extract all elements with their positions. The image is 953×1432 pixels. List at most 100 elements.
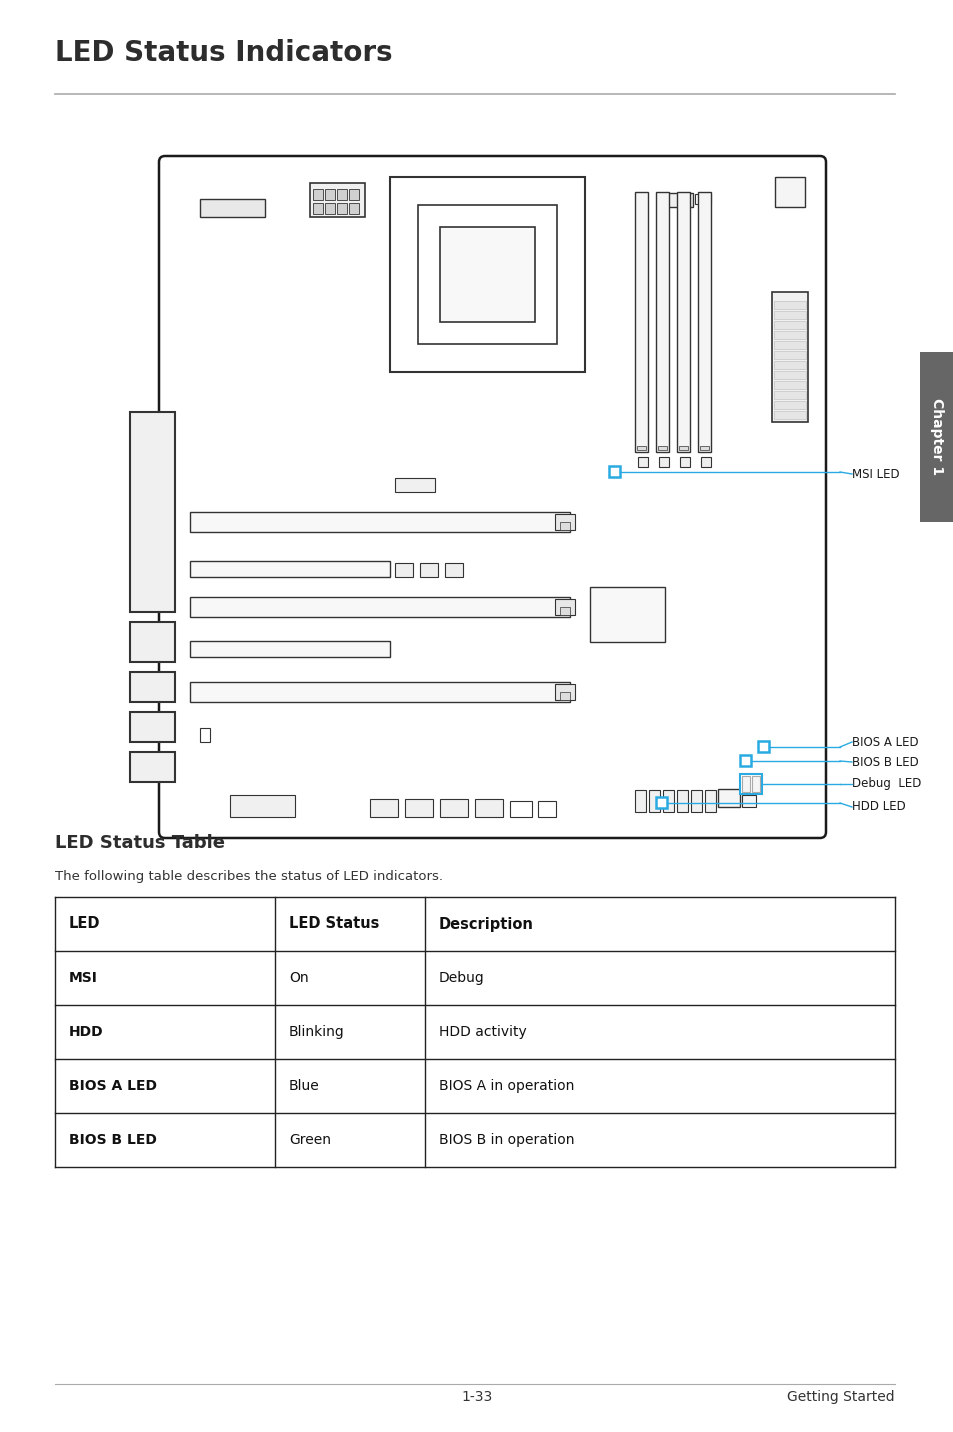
Bar: [370, 799, 397, 818]
Text: Debug  LED: Debug LED: [851, 778, 921, 790]
Bar: [130, 412, 174, 611]
Bar: [919, 352, 953, 523]
Bar: [439, 228, 535, 322]
Bar: [635, 790, 645, 812]
Bar: [751, 776, 760, 792]
Bar: [773, 411, 805, 420]
Bar: [349, 203, 358, 213]
Bar: [390, 178, 584, 372]
Text: BIOS B LED: BIOS B LED: [851, 756, 918, 769]
Bar: [773, 361, 805, 369]
Bar: [230, 795, 294, 818]
Bar: [773, 331, 805, 339]
Bar: [559, 607, 569, 614]
Bar: [190, 513, 569, 533]
Bar: [417, 205, 557, 344]
Bar: [658, 445, 666, 450]
Bar: [679, 457, 689, 467]
Text: 1-33: 1-33: [461, 1390, 492, 1403]
Circle shape: [397, 185, 417, 205]
Bar: [130, 752, 174, 782]
Bar: [349, 189, 358, 200]
Bar: [718, 789, 740, 808]
Bar: [310, 183, 365, 218]
Bar: [589, 587, 664, 642]
Text: Description: Description: [438, 916, 534, 931]
Bar: [648, 790, 659, 812]
Bar: [336, 189, 347, 200]
Bar: [200, 727, 210, 742]
Text: LED: LED: [69, 916, 100, 931]
Text: BIOS A LED: BIOS A LED: [851, 736, 918, 749]
Bar: [190, 682, 569, 702]
Text: Blue: Blue: [289, 1078, 319, 1093]
Bar: [656, 798, 666, 808]
Bar: [700, 457, 710, 467]
Text: The following table describes the status of LED indicators.: The following table describes the status…: [55, 871, 442, 884]
Bar: [637, 445, 645, 450]
Text: Chapter 1: Chapter 1: [929, 398, 943, 475]
Text: Getting Started: Getting Started: [786, 1390, 894, 1403]
Bar: [395, 563, 413, 577]
Bar: [555, 514, 575, 530]
Bar: [773, 311, 805, 319]
Text: HDD LED: HDD LED: [851, 800, 904, 813]
Bar: [773, 321, 805, 329]
Bar: [313, 189, 323, 200]
Bar: [559, 692, 569, 700]
Bar: [758, 740, 768, 752]
Bar: [130, 712, 174, 742]
Bar: [662, 790, 673, 812]
Text: MSI LED: MSI LED: [851, 467, 899, 481]
Bar: [638, 457, 647, 467]
Bar: [405, 799, 433, 818]
Text: Debug: Debug: [438, 971, 484, 985]
Bar: [741, 776, 749, 792]
Bar: [510, 800, 532, 818]
Text: MSI: MSI: [69, 971, 98, 985]
Bar: [773, 351, 805, 359]
Bar: [608, 465, 619, 477]
Bar: [704, 790, 716, 812]
Bar: [664, 193, 692, 208]
Bar: [773, 391, 805, 400]
Circle shape: [781, 223, 797, 241]
Bar: [690, 790, 701, 812]
Circle shape: [780, 203, 800, 223]
Text: BIOS A LED: BIOS A LED: [69, 1078, 157, 1093]
Bar: [559, 523, 569, 530]
Circle shape: [557, 185, 577, 205]
Bar: [698, 192, 710, 453]
Bar: [773, 301, 805, 309]
Bar: [130, 672, 174, 702]
Bar: [190, 597, 569, 617]
Bar: [555, 684, 575, 700]
Bar: [740, 755, 750, 766]
Text: HDD activity: HDD activity: [438, 1025, 526, 1040]
Bar: [190, 561, 390, 577]
Bar: [677, 790, 687, 812]
Bar: [439, 799, 468, 818]
Bar: [700, 445, 708, 450]
Text: BIOS B LED: BIOS B LED: [69, 1133, 156, 1147]
Bar: [325, 189, 335, 200]
Text: BIOS A in operation: BIOS A in operation: [438, 1078, 574, 1093]
Bar: [475, 799, 502, 818]
Bar: [656, 192, 668, 453]
Bar: [771, 292, 807, 422]
Text: LED Status Indicators: LED Status Indicators: [55, 39, 393, 67]
Bar: [313, 203, 323, 213]
Bar: [773, 381, 805, 390]
Text: LED Status Table: LED Status Table: [55, 833, 225, 852]
Text: Green: Green: [289, 1133, 331, 1147]
FancyBboxPatch shape: [159, 156, 825, 838]
Bar: [773, 401, 805, 410]
Bar: [419, 563, 437, 577]
Bar: [740, 775, 761, 793]
Bar: [336, 203, 347, 213]
Text: BIOS B in operation: BIOS B in operation: [438, 1133, 574, 1147]
Text: Blinking: Blinking: [289, 1025, 344, 1040]
Bar: [190, 642, 390, 657]
Bar: [741, 795, 755, 808]
Bar: [444, 563, 462, 577]
